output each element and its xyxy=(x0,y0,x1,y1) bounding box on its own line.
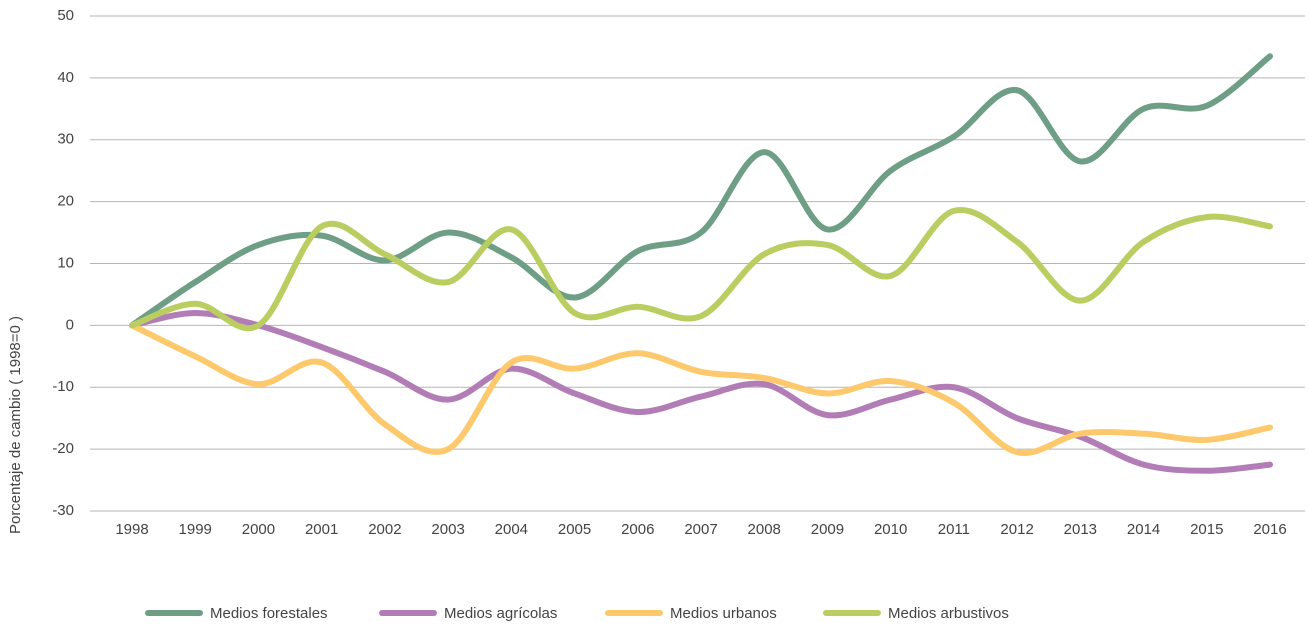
y-tick-label: -10 xyxy=(52,378,74,395)
x-tick-label: 2014 xyxy=(1127,521,1160,538)
y-tick-label: 50 xyxy=(57,7,74,24)
series-line xyxy=(129,322,1273,457)
x-tick-label: 2005 xyxy=(558,521,591,538)
series-line xyxy=(129,310,1273,474)
legend-label: Medios urbanos xyxy=(670,605,777,622)
y-tick-label: -30 xyxy=(52,502,74,519)
x-tick-label: 2016 xyxy=(1253,521,1286,538)
x-tick-label: 2010 xyxy=(874,521,907,538)
y-tick-label: 0 xyxy=(66,316,74,333)
x-tick-label: 2012 xyxy=(1000,521,1033,538)
x-tick-label: 1998 xyxy=(115,521,148,538)
x-tick-label: 1999 xyxy=(179,521,212,538)
x-tick-label: 2006 xyxy=(621,521,654,538)
x-tick-label: 2008 xyxy=(748,521,781,538)
y-tick-label: 30 xyxy=(57,131,74,148)
x-tick-label: 2004 xyxy=(495,521,528,538)
y-tick-label: 20 xyxy=(57,193,74,210)
x-tick-label: 2003 xyxy=(431,521,464,538)
x-tick-label: 2007 xyxy=(684,521,717,538)
legend-label: Medios agrícolas xyxy=(444,605,557,622)
y-axis-label: Porcentaje de cambio ( 1998=0 ) xyxy=(7,316,24,534)
x-tick-label: 2002 xyxy=(368,521,401,538)
y-tick-label: -20 xyxy=(52,440,74,457)
series-line xyxy=(129,53,1273,329)
x-tick-label: 2009 xyxy=(811,521,844,538)
x-tick-label: 2013 xyxy=(1064,521,1097,538)
y-tick-label: 40 xyxy=(57,69,74,86)
x-tick-label: 2001 xyxy=(305,521,338,538)
x-tick-label: 2000 xyxy=(242,521,275,538)
series-line xyxy=(129,207,1273,332)
x-tick-label: 2011 xyxy=(938,521,970,538)
y-tick-label: 10 xyxy=(57,254,74,271)
legend-label: Medios arbustivos xyxy=(888,605,1009,622)
legend-label: Medios forestales xyxy=(210,605,328,622)
x-tick-label: 2015 xyxy=(1190,521,1223,538)
